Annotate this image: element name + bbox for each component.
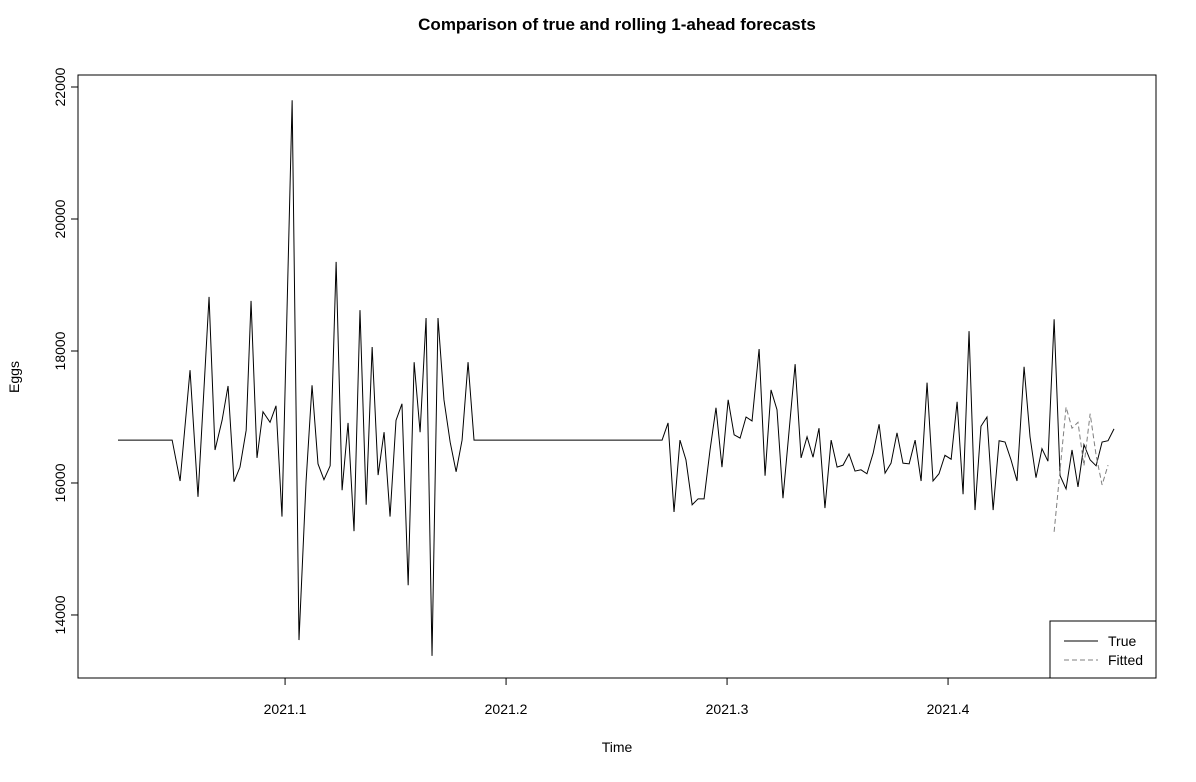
- y-tick-label: 20000: [52, 199, 68, 238]
- series-line: [118, 100, 1115, 656]
- y-tick-label: 14000: [52, 595, 68, 634]
- x-tick-label: 2021.2: [485, 701, 528, 717]
- x-axis-label: Time: [602, 739, 633, 755]
- series-line: [1053, 406, 1109, 532]
- y-tick-label: 22000: [52, 67, 68, 106]
- legend-box: [1049, 620, 1157, 679]
- y-tick-label: 18000: [52, 331, 68, 370]
- x-tick-label: 2021.1: [264, 701, 307, 717]
- y-axis-label: Eggs: [6, 361, 22, 393]
- plot-frame: [77, 74, 1157, 679]
- x-tick-label: 2021.3: [706, 701, 749, 717]
- legend-label: Fitted: [1108, 652, 1143, 668]
- y-tick-label: 16000: [52, 463, 68, 502]
- chart-title: Comparison of true and rolling 1-ahead f…: [418, 15, 816, 34]
- x-tick-label: 2021.4: [927, 701, 970, 717]
- legend-label: True: [1108, 633, 1136, 649]
